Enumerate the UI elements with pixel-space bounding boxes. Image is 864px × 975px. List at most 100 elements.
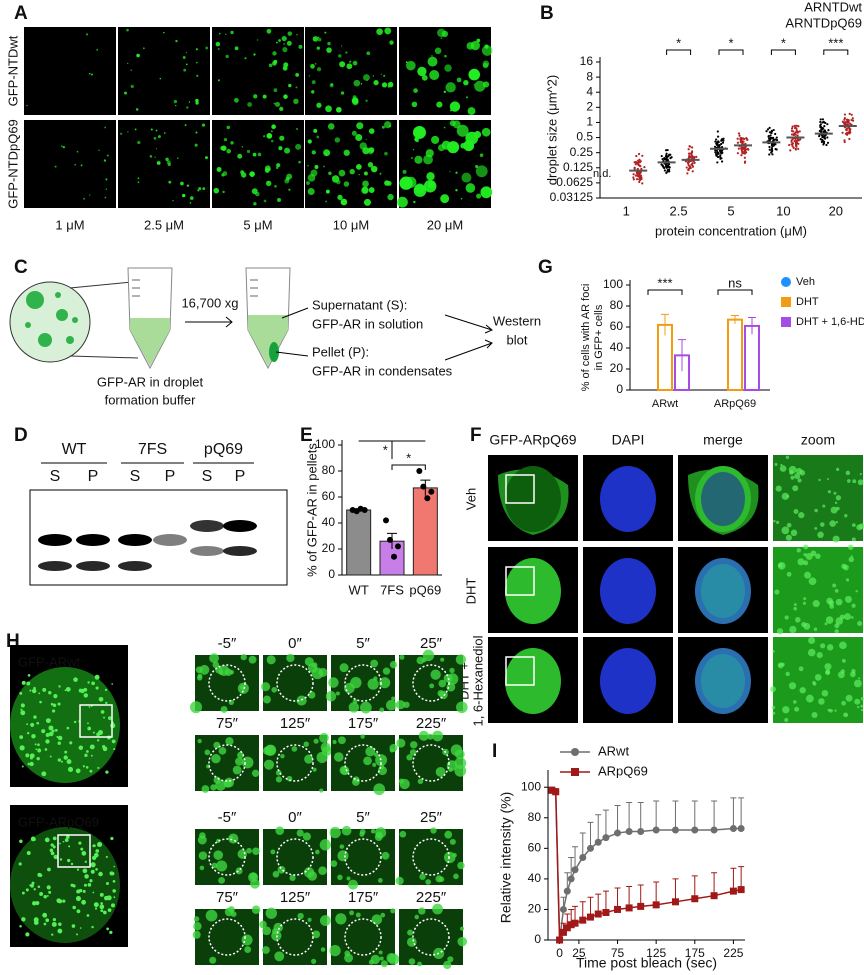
jitter-dot bbox=[721, 141, 725, 144]
focus bbox=[438, 679, 447, 688]
y-tick-label: 80 bbox=[322, 463, 336, 477]
focus bbox=[211, 753, 221, 764]
focus bbox=[30, 722, 35, 728]
focus bbox=[296, 829, 304, 837]
focus bbox=[218, 746, 227, 755]
column-label: 10 μM bbox=[333, 217, 369, 232]
droplet bbox=[365, 99, 368, 102]
focus bbox=[56, 735, 59, 738]
droplet bbox=[284, 147, 291, 154]
focus bbox=[105, 855, 108, 858]
focus bbox=[291, 746, 298, 752]
droplet bbox=[185, 63, 188, 66]
annotation: n.d. bbox=[593, 168, 611, 180]
jitter-dot bbox=[637, 163, 640, 166]
focus bbox=[18, 862, 22, 866]
focus bbox=[774, 462, 778, 466]
focus bbox=[48, 691, 52, 695]
focus bbox=[95, 686, 99, 690]
droplet bbox=[183, 68, 187, 72]
focus bbox=[311, 667, 324, 680]
focus bbox=[852, 479, 857, 484]
focus bbox=[20, 710, 26, 716]
lane-label: S bbox=[202, 468, 213, 485]
focus bbox=[264, 745, 276, 756]
droplet bbox=[482, 62, 489, 69]
focus bbox=[297, 912, 304, 920]
droplet bbox=[196, 74, 199, 77]
jitter-dot bbox=[793, 124, 796, 127]
focus bbox=[457, 936, 468, 947]
focus bbox=[835, 521, 839, 524]
droplet bbox=[281, 35, 287, 42]
micrograph bbox=[305, 120, 397, 208]
band bbox=[190, 520, 224, 532]
jitter-dot bbox=[693, 161, 696, 164]
focus bbox=[259, 920, 267, 929]
jitter-dot bbox=[847, 126, 850, 129]
nucleus bbox=[600, 648, 656, 714]
focus bbox=[820, 643, 826, 649]
droplet bbox=[345, 51, 348, 54]
droplet bbox=[389, 40, 394, 45]
droplet bbox=[277, 197, 281, 202]
jitter-dot bbox=[665, 157, 668, 160]
marker bbox=[567, 921, 575, 929]
droplet bbox=[361, 186, 369, 194]
focus bbox=[48, 731, 54, 737]
droplet bbox=[331, 175, 340, 183]
focus bbox=[48, 725, 54, 731]
focus bbox=[296, 695, 307, 706]
marker bbox=[563, 924, 571, 932]
droplet bbox=[137, 140, 141, 145]
droplet bbox=[175, 104, 177, 107]
focus bbox=[82, 868, 88, 874]
focus bbox=[793, 700, 797, 704]
focus bbox=[812, 680, 816, 685]
focus bbox=[197, 835, 207, 845]
focus bbox=[43, 895, 47, 899]
panel-label: C bbox=[14, 257, 28, 278]
focus bbox=[319, 839, 332, 851]
focus bbox=[844, 514, 848, 518]
focus bbox=[36, 721, 40, 725]
x-tick-label: 25 bbox=[572, 946, 586, 960]
tube-liquid bbox=[248, 315, 288, 366]
focus bbox=[52, 845, 56, 849]
focus bbox=[399, 830, 407, 838]
focus bbox=[241, 756, 254, 769]
droplet bbox=[367, 162, 374, 168]
error-bar bbox=[661, 313, 669, 336]
focus bbox=[193, 916, 200, 922]
droplet bbox=[346, 63, 353, 70]
focus bbox=[834, 709, 837, 712]
error-bar bbox=[626, 886, 633, 908]
droplet bbox=[195, 131, 198, 134]
jitter-dot bbox=[686, 172, 689, 175]
droplet bbox=[466, 42, 475, 50]
y-tick-label: 0 bbox=[534, 932, 541, 946]
droplet bbox=[130, 84, 134, 89]
marker bbox=[652, 901, 660, 909]
focus bbox=[112, 889, 116, 893]
marker bbox=[548, 786, 556, 794]
y-tick-label: 60 bbox=[528, 841, 542, 855]
legend-label: ARpQ69 bbox=[598, 763, 648, 778]
focus bbox=[83, 883, 87, 887]
droplet bbox=[177, 157, 179, 159]
droplet bbox=[98, 149, 100, 151]
jitter-dot bbox=[669, 157, 672, 160]
focus bbox=[38, 692, 41, 695]
bleach-roi bbox=[344, 918, 382, 956]
jitter-dot bbox=[638, 180, 641, 184]
droplet bbox=[204, 156, 208, 160]
band bbox=[223, 520, 257, 532]
droplet bbox=[360, 83, 363, 85]
bleach-roi bbox=[276, 664, 314, 702]
droplet bbox=[61, 145, 63, 148]
focus bbox=[859, 523, 864, 530]
jitter-dot bbox=[845, 128, 848, 132]
jitter-dot bbox=[848, 112, 851, 115]
focus bbox=[57, 741, 61, 745]
group-label: WT bbox=[62, 441, 87, 458]
